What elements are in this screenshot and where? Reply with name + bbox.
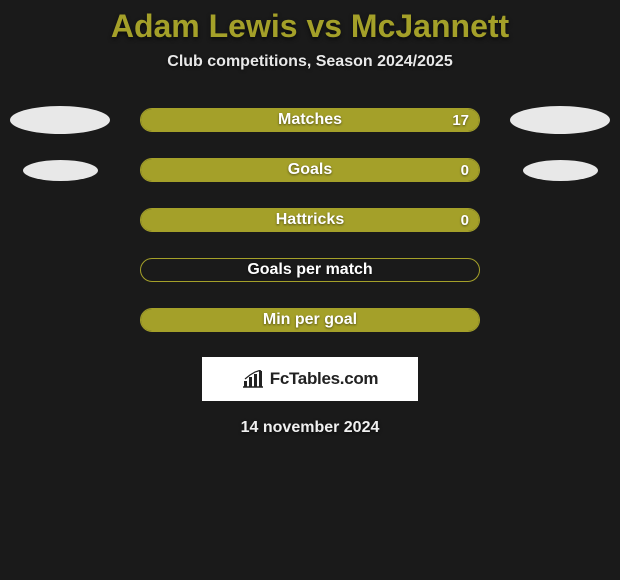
stat-row: Goals per match	[0, 257, 620, 283]
stat-label: Min per goal	[263, 311, 357, 329]
page-title: Adam Lewis vs McJannett	[111, 8, 509, 45]
right-ellipse	[523, 160, 598, 181]
stat-bar: Goals per match	[140, 258, 480, 282]
subtitle: Club competitions, Season 2024/2025	[167, 53, 452, 71]
stat-right-value: 17	[452, 112, 469, 129]
stat-right-value: 0	[461, 162, 469, 179]
player2-name: McJannett	[351, 8, 509, 44]
left-ellipse	[10, 106, 110, 134]
stat-bar: Hattricks 0	[140, 208, 480, 232]
player1-name: Adam Lewis	[111, 8, 298, 44]
vs-text: vs	[306, 8, 342, 44]
stat-label: Matches	[278, 111, 342, 129]
right-ellipse	[510, 106, 610, 134]
stat-label: Hattricks	[276, 211, 344, 229]
stats-rows: Matches 17 Goals 0 Hattricks 0 Goals per match…	[0, 107, 620, 333]
stat-right-value: 0	[461, 212, 469, 229]
stat-row: Min per goal	[0, 307, 620, 333]
stat-row: Matches 17	[0, 107, 620, 133]
stat-bar: Matches 17	[140, 108, 480, 132]
logo-text: FcTables.com	[270, 369, 379, 389]
comparison-card: Adam Lewis vs McJannett Club competition…	[0, 0, 620, 580]
stat-bar: Min per goal	[140, 308, 480, 332]
logo-chart-icon	[242, 370, 264, 388]
stat-bar: Goals 0	[140, 158, 480, 182]
logo-box: FcTables.com	[202, 357, 418, 401]
stat-row: Hattricks 0	[0, 207, 620, 233]
stat-row: Goals 0	[0, 157, 620, 183]
date-text: 14 november 2024	[241, 419, 380, 437]
stat-label: Goals	[288, 161, 332, 179]
stat-label: Goals per match	[247, 261, 372, 279]
left-ellipse	[23, 160, 98, 181]
